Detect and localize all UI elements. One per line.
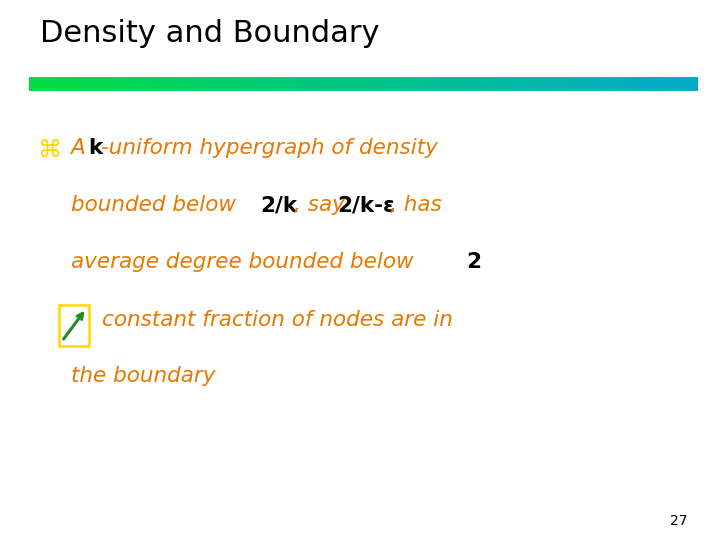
Text: ⌘: ⌘ <box>37 138 62 161</box>
Text: 27: 27 <box>670 514 688 528</box>
Text: , has: , has <box>390 195 442 215</box>
Text: 2: 2 <box>467 252 482 272</box>
Text: 2/k: 2/k <box>261 195 298 215</box>
Text: A: A <box>71 138 92 158</box>
Text: the boundary: the boundary <box>71 366 215 386</box>
Text: k: k <box>88 138 102 158</box>
Text: bounded below: bounded below <box>71 195 243 215</box>
Text: constant fraction of nodes are in: constant fraction of nodes are in <box>102 310 453 330</box>
Text: -uniform hypergraph of density: -uniform hypergraph of density <box>101 138 438 158</box>
Bar <box>59 305 89 346</box>
Text: Density and Boundary: Density and Boundary <box>40 19 379 48</box>
Text: , say: , say <box>294 195 351 215</box>
Text: average degree bounded below: average degree bounded below <box>71 252 420 272</box>
Text: 2/k-ε: 2/k-ε <box>337 195 395 215</box>
